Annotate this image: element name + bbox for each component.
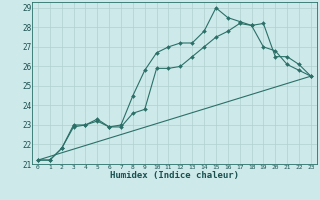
X-axis label: Humidex (Indice chaleur): Humidex (Indice chaleur) [110,171,239,180]
